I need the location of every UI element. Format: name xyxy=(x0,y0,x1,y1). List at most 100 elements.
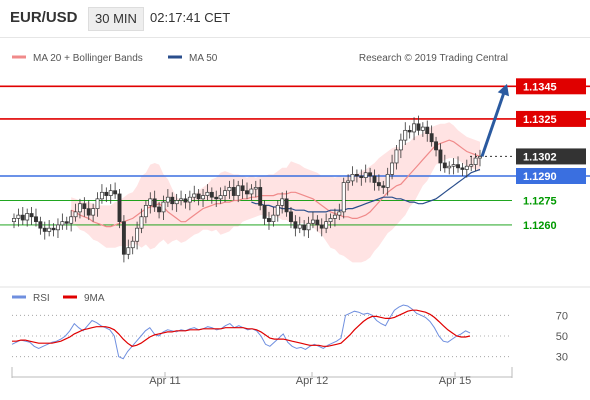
candle-body xyxy=(25,213,30,221)
candle-body xyxy=(451,164,456,167)
candle-body xyxy=(86,208,91,216)
time-tick-label: Apr 15 xyxy=(439,375,471,387)
candle-body xyxy=(289,211,293,223)
candle-body xyxy=(113,190,118,195)
level-label-text: 1.1345 xyxy=(523,81,557,93)
candle-body xyxy=(227,187,232,192)
candle-body xyxy=(121,221,126,255)
candle-body xyxy=(77,203,82,213)
time-tick-label: Apr 12 xyxy=(296,375,328,387)
candle-body xyxy=(82,203,87,209)
candle-body xyxy=(275,205,280,216)
candle-body xyxy=(438,149,443,164)
candle-body xyxy=(434,141,438,151)
ma20-legend-label: MA 20 + Bollinger Bands xyxy=(33,53,143,64)
candle-body xyxy=(363,172,368,178)
candle-body xyxy=(469,164,474,167)
candle-body xyxy=(332,214,337,219)
candles xyxy=(12,115,482,263)
key-levels xyxy=(0,85,590,226)
level-label-text: 1.1290 xyxy=(523,171,557,183)
candle-body xyxy=(416,123,421,131)
time-label: 02:17:41 CET xyxy=(150,10,231,25)
candle-body xyxy=(302,224,307,231)
candle-body xyxy=(139,216,144,229)
candle-body xyxy=(412,123,417,133)
candle-body xyxy=(324,221,329,229)
level-label-text: 1.1302 xyxy=(523,151,557,163)
candle-body xyxy=(359,175,364,178)
candle-body xyxy=(152,198,157,208)
candle-body xyxy=(179,198,184,201)
candle-body xyxy=(12,218,16,223)
candle-body xyxy=(350,174,355,182)
symbol-label: EUR/USD xyxy=(10,9,78,26)
candle-body xyxy=(425,126,430,134)
candle-body xyxy=(310,219,315,224)
candle-body xyxy=(236,185,241,196)
candle-body xyxy=(319,224,324,229)
credit-label: Research © 2019 Trading Central xyxy=(359,53,508,64)
candle-body xyxy=(91,208,96,216)
legend-rsi: RSI 9MA xyxy=(12,293,105,304)
candle-body xyxy=(42,227,47,232)
candle-body xyxy=(271,214,276,223)
candle-body xyxy=(99,191,104,200)
candle-body xyxy=(69,216,74,224)
candle-body xyxy=(372,175,377,183)
candle-body xyxy=(306,222,311,231)
candle-body xyxy=(240,185,245,192)
candle-body xyxy=(456,164,460,169)
candle-body xyxy=(346,180,351,183)
candle-body xyxy=(117,193,122,223)
rsi-tick-label: 50 xyxy=(556,331,568,343)
candle-body xyxy=(73,211,78,218)
candle-body xyxy=(385,174,390,188)
candle-body xyxy=(442,162,447,169)
ma50-legend-label: MA 50 xyxy=(189,53,218,64)
ma20-line xyxy=(70,139,481,228)
moving-averages xyxy=(70,139,481,228)
level-label-box xyxy=(516,148,586,165)
rsi-tick-label: 30 xyxy=(556,352,568,364)
candle-body xyxy=(47,227,52,232)
candle-body xyxy=(38,221,43,229)
candle-body xyxy=(192,193,197,198)
level-label-text: 1.1275 xyxy=(523,195,557,207)
rsi-tick-label: 70 xyxy=(556,310,568,322)
candle-body xyxy=(170,196,175,205)
candle-body xyxy=(34,216,38,223)
candle-body xyxy=(201,195,205,200)
rsi-panel: 70 50 30 xyxy=(11,304,568,364)
level-label-text: 1.1260 xyxy=(523,220,557,232)
time-axis: Apr 11 Apr 12 Apr 15 xyxy=(11,367,513,387)
candle-body xyxy=(464,165,469,170)
candle-body xyxy=(315,219,320,226)
time-tick-label: Apr 11 xyxy=(149,375,181,387)
candle-body xyxy=(218,195,223,200)
candle-body xyxy=(280,198,285,206)
candle-body xyxy=(223,190,227,196)
candle-body xyxy=(29,213,34,218)
candle-body xyxy=(135,227,140,242)
candle-body xyxy=(231,187,236,196)
candle-body xyxy=(460,167,465,170)
candle-body xyxy=(407,129,412,133)
candle-body xyxy=(354,174,359,177)
candle-body xyxy=(104,191,109,196)
candle-body xyxy=(157,206,162,213)
candle-body xyxy=(398,139,403,151)
candle-body xyxy=(390,162,395,175)
candle-body xyxy=(143,205,148,218)
candle-body xyxy=(196,193,201,200)
candle-body xyxy=(56,224,60,231)
candle-body xyxy=(284,198,289,213)
candle-body xyxy=(253,187,258,190)
timeframe-button[interactable]: 30 MIN xyxy=(88,7,144,31)
candle-body xyxy=(394,149,399,164)
candle-body xyxy=(51,227,56,231)
candle-body xyxy=(328,218,333,223)
bollinger-bands xyxy=(71,122,480,263)
candle-body xyxy=(368,172,373,177)
